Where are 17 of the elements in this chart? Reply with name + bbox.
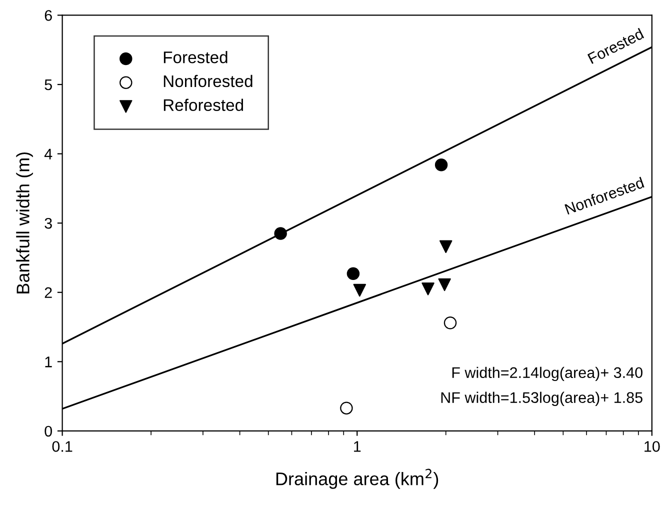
y-tick-label: 5 — [44, 80, 52, 90]
legend-label: Forested — [164, 51, 228, 64]
y-tick-label: 6 — [44, 10, 52, 21]
y-tick-label: 3 — [44, 218, 52, 229]
legend-label: Nonforested — [164, 74, 252, 88]
y-tick-label: 2 — [44, 287, 52, 298]
x-tick-label: 10 — [644, 441, 660, 452]
legend-label: Reforested — [164, 98, 244, 111]
y-tick-label: 1 — [45, 356, 52, 368]
annotation: F width=2.14log(area)+ 3.40 — [452, 366, 642, 382]
y-tick-label: 4 — [44, 148, 52, 160]
y-tick-label: 0 — [44, 426, 52, 437]
x-tick-label: 1 — [354, 441, 361, 452]
y-axis-title: Bankfull width (m) — [16, 152, 33, 294]
annotation: NF width=1.53log(area)+ 1.85 — [441, 392, 642, 406]
x-tick-label: 0.1 — [52, 441, 72, 452]
x-axis-title: Drainage area (km$^{2}$) — [276, 468, 438, 489]
